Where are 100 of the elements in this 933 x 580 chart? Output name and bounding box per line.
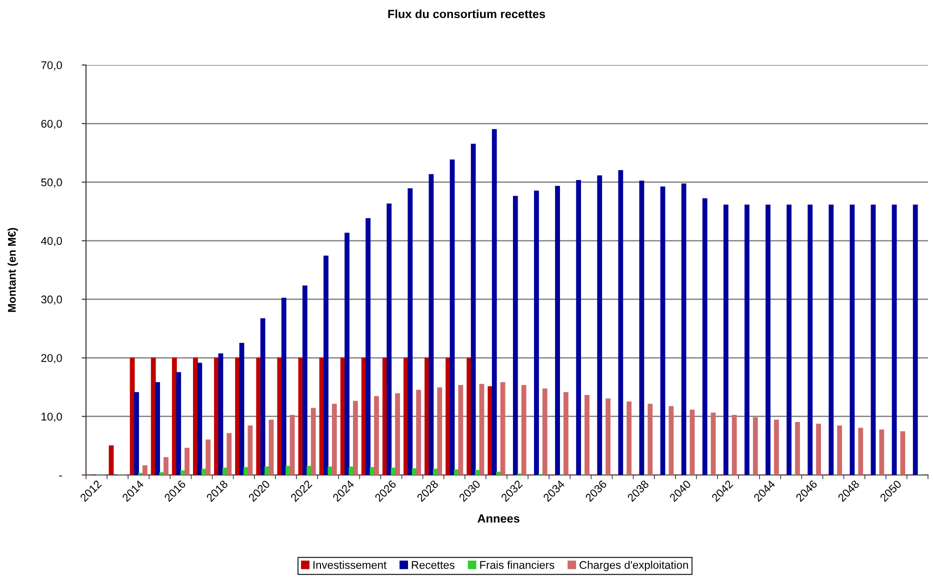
bar — [606, 398, 610, 475]
bar — [446, 358, 451, 475]
x-axis-title: Annees — [478, 514, 520, 523]
bar — [563, 392, 568, 475]
bar — [795, 422, 800, 475]
bar — [850, 204, 855, 475]
bar — [500, 382, 506, 475]
y-tick-label: 70,0 — [41, 61, 62, 70]
bar — [416, 390, 422, 475]
bar — [597, 175, 602, 475]
bar — [584, 394, 590, 475]
bar — [837, 425, 842, 475]
bar — [176, 372, 182, 475]
bar — [660, 186, 666, 475]
bar — [912, 204, 918, 475]
y-axis-title: Montant (en M€) — [8, 228, 18, 312]
bar — [681, 184, 686, 475]
bar — [197, 362, 202, 475]
bar — [286, 466, 291, 475]
bar — [302, 285, 308, 475]
bar — [352, 400, 358, 475]
bar — [774, 420, 779, 475]
bar — [723, 204, 728, 475]
bar — [858, 428, 864, 475]
bar — [828, 204, 834, 475]
y-tick-label: 30,0 — [41, 296, 62, 305]
bar — [808, 204, 813, 475]
legend-label: Charges d'exploitation — [580, 560, 688, 572]
bar — [542, 388, 548, 475]
bar — [496, 472, 502, 475]
bar — [428, 174, 434, 475]
bar — [239, 342, 244, 475]
y-tick-label: 60,0 — [41, 120, 62, 130]
bar — [470, 144, 476, 475]
bar — [900, 431, 906, 475]
bar — [786, 204, 792, 475]
bar — [214, 358, 219, 475]
bar — [488, 386, 493, 475]
bar — [479, 384, 484, 475]
bar — [395, 393, 400, 475]
bar — [639, 180, 644, 475]
bar — [437, 387, 442, 475]
bar — [374, 396, 379, 475]
bar — [648, 404, 653, 475]
bar — [324, 256, 328, 475]
bar — [142, 465, 148, 475]
bar — [290, 414, 295, 475]
legend-label: Investissement — [313, 560, 386, 569]
bar — [892, 204, 897, 475]
bar — [235, 358, 240, 475]
bar — [576, 180, 582, 475]
bar — [512, 196, 518, 475]
bar — [475, 470, 480, 475]
bar — [816, 424, 821, 475]
bar — [366, 218, 371, 475]
bar — [260, 318, 266, 475]
y-tick-label: 50,0 — [41, 178, 62, 188]
bar — [184, 448, 190, 475]
bar — [218, 353, 224, 475]
chart-title: Flux du consortium recettes — [388, 10, 546, 18]
y-tick-label: - — [59, 476, 62, 477]
bar — [690, 410, 695, 475]
bar — [386, 203, 392, 475]
bar — [424, 358, 430, 475]
bar — [744, 204, 750, 475]
bar — [268, 420, 274, 475]
bar — [264, 466, 270, 475]
bar — [466, 358, 472, 475]
bar — [344, 232, 350, 475]
bar — [879, 430, 884, 475]
bar — [206, 440, 211, 475]
bar — [458, 385, 464, 475]
bar — [702, 198, 708, 475]
y-tick-label: 20,0 — [41, 354, 62, 364]
y-tick-label: 40,0 — [41, 236, 62, 246]
bar — [766, 204, 770, 475]
bar — [752, 417, 758, 475]
bar — [710, 412, 716, 475]
bar — [226, 433, 232, 475]
bar — [108, 445, 114, 475]
legend-label: Frais financiers — [480, 560, 554, 569]
bar — [155, 382, 160, 475]
bar — [310, 408, 316, 475]
bar — [870, 204, 876, 475]
bar — [164, 457, 168, 475]
bar — [534, 190, 539, 475]
y-tick-label: 10,0 — [42, 412, 62, 422]
bar — [248, 425, 253, 475]
bar — [134, 392, 139, 475]
bar — [492, 129, 497, 475]
bar — [256, 358, 262, 475]
bar — [618, 170, 624, 475]
bar — [555, 186, 560, 475]
bar — [328, 466, 333, 475]
bar — [626, 401, 632, 475]
bar — [277, 358, 282, 475]
bar — [332, 404, 337, 475]
bar — [306, 466, 312, 475]
bar — [521, 385, 526, 475]
bar — [450, 160, 455, 475]
